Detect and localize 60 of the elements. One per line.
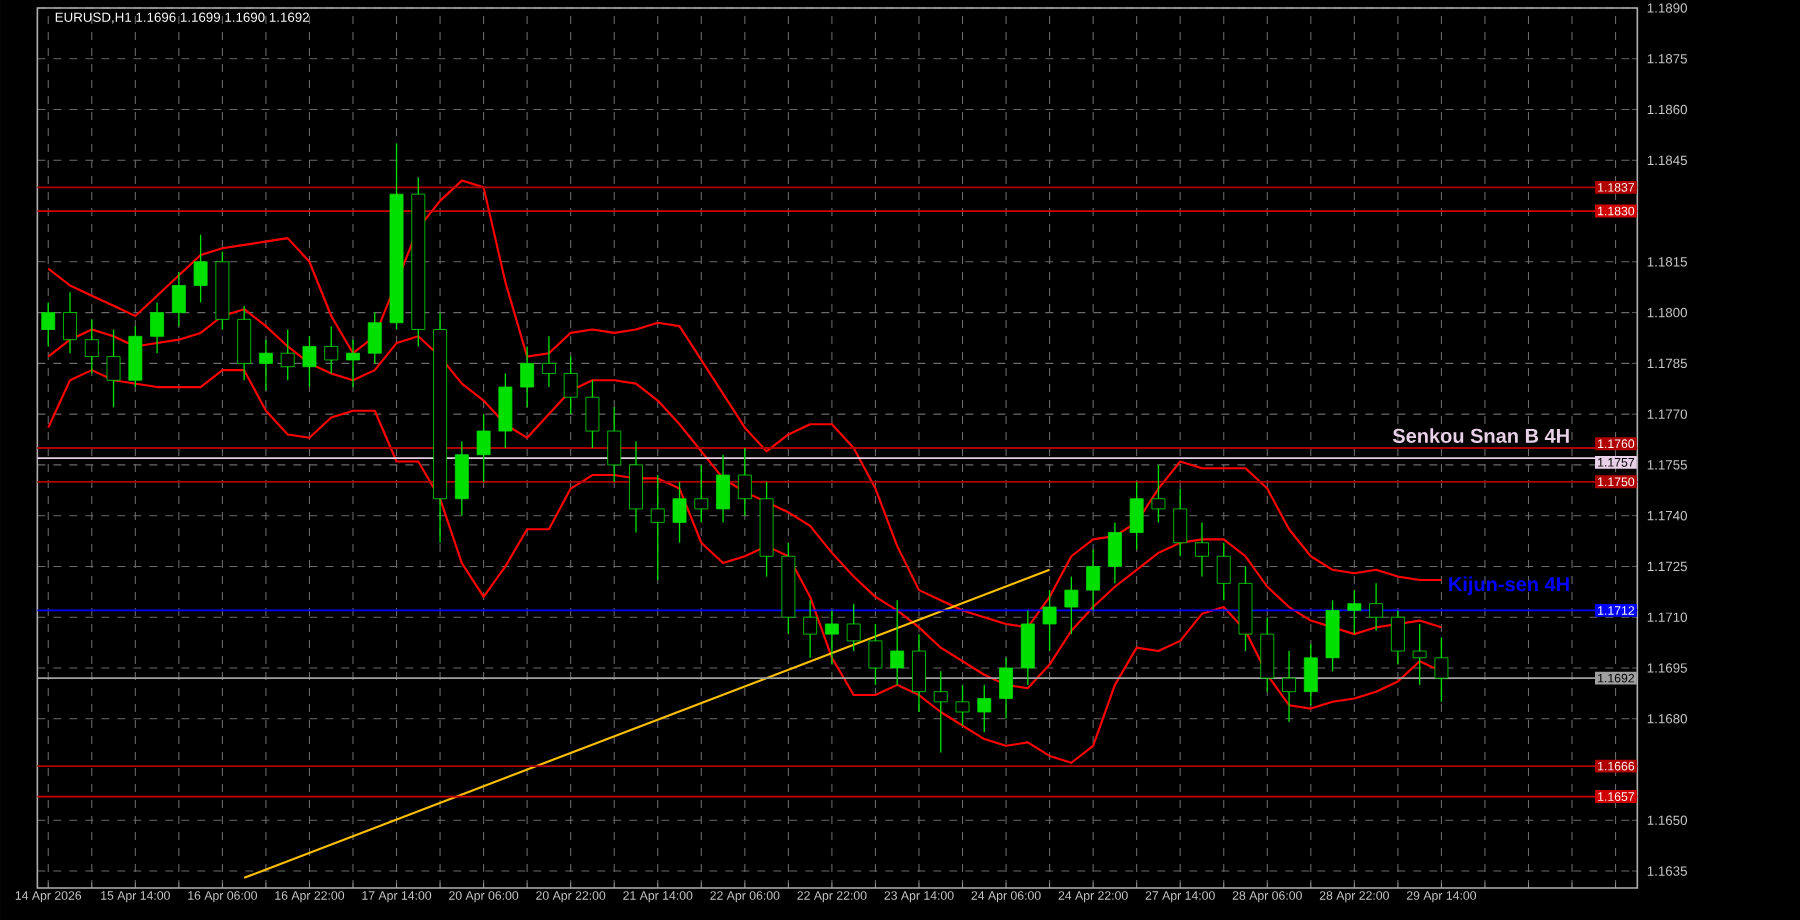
candlestick [846, 602, 861, 652]
candlestick [977, 684, 992, 733]
annotation: Senkou Snan B 4H [1392, 428, 1569, 443]
candlestick [128, 325, 143, 388]
candlestick [84, 318, 99, 375]
candlestick [258, 339, 273, 392]
candlestick [672, 481, 687, 544]
candlestick [520, 345, 535, 409]
candlestick [1107, 521, 1122, 585]
candlestick [1173, 487, 1188, 557]
candlestick [476, 413, 491, 483]
candlestick [716, 454, 730, 524]
candlestick [193, 234, 208, 304]
candlestick [1129, 481, 1144, 551]
candlestick [346, 339, 360, 388]
candlestick [106, 328, 121, 409]
candlestick [237, 305, 252, 381]
candlestick [629, 440, 643, 534]
candlestick [454, 440, 469, 517]
candlestick [280, 328, 295, 381]
candlestick [1303, 643, 1318, 706]
candlestick [63, 291, 77, 354]
candlestick [498, 372, 513, 449]
candlestick [955, 684, 970, 727]
candlestick [607, 406, 622, 483]
candlestick [171, 271, 186, 327]
candlestick [1042, 589, 1057, 652]
candlestick [1020, 609, 1035, 686]
candlestick [1369, 582, 1384, 632]
candlestick [367, 311, 382, 365]
annotation: Kijun-sen 4H [1449, 576, 1569, 596]
candlestick [650, 474, 665, 581]
candlestick [912, 633, 926, 713]
candlestick [563, 355, 578, 415]
candlestick [1325, 599, 1340, 673]
candlestick [1195, 521, 1209, 578]
candlestick [1434, 636, 1449, 703]
candlestick [1216, 542, 1231, 601]
candlestick [1086, 548, 1101, 612]
candlestick [41, 301, 56, 348]
candlestick [868, 623, 883, 686]
candlestick [1260, 616, 1275, 693]
candlestick [585, 379, 600, 449]
candlestick [1347, 589, 1362, 635]
candlestick [1064, 575, 1079, 635]
candlestick [803, 599, 818, 659]
candlestick [302, 335, 317, 388]
candlestick [1412, 623, 1427, 686]
candlestick [737, 447, 752, 517]
candlestick [824, 609, 839, 666]
candlestick [150, 301, 165, 354]
candlestick [890, 599, 905, 686]
candlestick [999, 657, 1013, 720]
candlestick [541, 335, 556, 388]
candlestick [1282, 650, 1296, 723]
candlestick [1151, 464, 1166, 524]
candlestick [324, 325, 339, 375]
candlestick [694, 464, 709, 524]
candlestick [933, 670, 948, 754]
candlestick [1390, 609, 1405, 666]
